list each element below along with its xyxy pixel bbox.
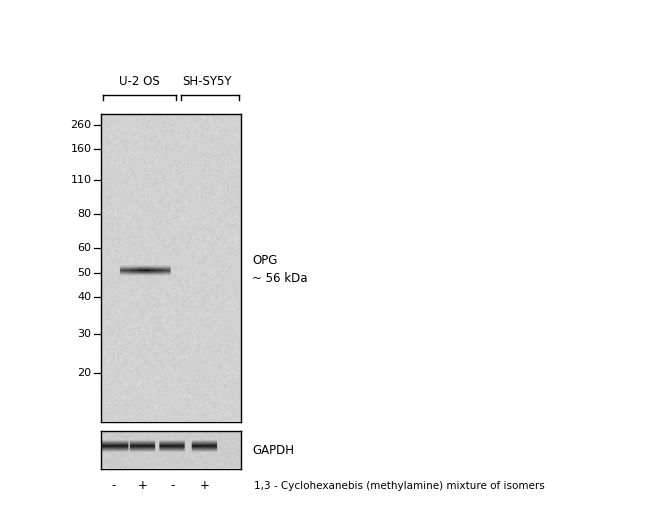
Text: 80: 80 <box>77 209 92 219</box>
Text: -: - <box>112 479 116 493</box>
Text: GAPDH: GAPDH <box>252 443 294 457</box>
Text: 40: 40 <box>77 292 92 303</box>
Text: 60: 60 <box>77 243 92 253</box>
Text: 1,3 - Cyclohexanebis (methylamine) mixture of isomers: 1,3 - Cyclohexanebis (methylamine) mixtu… <box>254 481 544 491</box>
Text: +: + <box>200 479 210 493</box>
Text: OPG
~ 56 kDa: OPG ~ 56 kDa <box>252 254 307 285</box>
Text: 20: 20 <box>77 368 92 378</box>
Text: 50: 50 <box>77 268 92 278</box>
Text: U-2 OS: U-2 OS <box>120 75 160 88</box>
Text: +: + <box>138 479 148 493</box>
Text: 260: 260 <box>70 120 92 130</box>
Text: 160: 160 <box>71 145 92 154</box>
Text: 30: 30 <box>77 329 92 339</box>
Text: -: - <box>170 479 174 493</box>
Text: 110: 110 <box>71 175 92 185</box>
Text: SH-SY5Y: SH-SY5Y <box>182 75 231 88</box>
